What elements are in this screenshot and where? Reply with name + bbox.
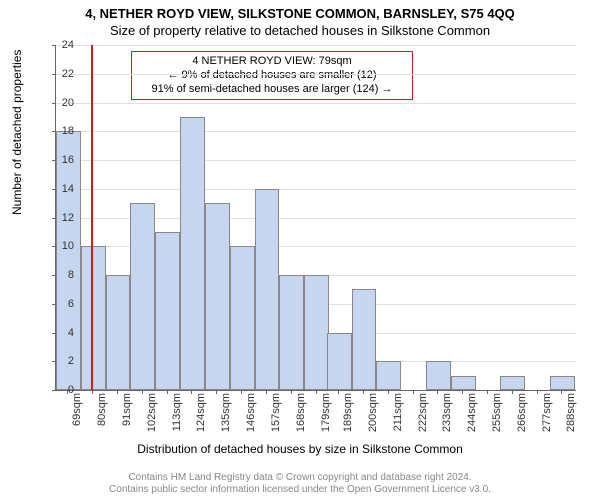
bar	[376, 361, 401, 390]
bar	[255, 189, 280, 390]
xtick-mark	[216, 390, 217, 394]
bar	[500, 376, 525, 390]
ytick-label: 2	[54, 355, 74, 367]
gridline	[56, 160, 576, 161]
plot-area: 4 NETHER ROYD VIEW: 79sqm ← 9% of detach…	[55, 45, 576, 391]
ytick-label: 24	[54, 39, 74, 51]
xtick-mark	[363, 390, 364, 394]
annotation-box: 4 NETHER ROYD VIEW: 79sqm ← 9% of detach…	[131, 51, 413, 100]
bar	[180, 117, 205, 390]
xtick-label: 266sqm	[516, 393, 528, 439]
xtick-label: 189sqm	[342, 393, 354, 439]
bar	[155, 232, 180, 390]
xtick-mark	[142, 390, 143, 394]
xtick-label: 157sqm	[270, 393, 282, 439]
ytick-label: 18	[54, 125, 74, 137]
xtick-mark	[316, 390, 317, 394]
bar	[550, 376, 575, 390]
y-axis-label: Number of detached properties	[10, 50, 24, 215]
xtick-label: 244sqm	[466, 393, 478, 439]
gridline	[56, 45, 576, 46]
ytick-label: 8	[54, 269, 74, 281]
xtick-label: 69sqm	[71, 393, 83, 439]
xtick-label: 222sqm	[417, 393, 429, 439]
xtick-label: 80sqm	[96, 393, 108, 439]
xtick-mark	[291, 390, 292, 394]
footer: Contains HM Land Registry data © Crown c…	[0, 472, 600, 496]
xtick-mark	[388, 390, 389, 394]
xtick-mark	[487, 390, 488, 394]
bar	[304, 275, 329, 390]
footer-line2: Contains public sector information licen…	[0, 484, 600, 496]
ytick-label: 20	[54, 97, 74, 109]
xtick-mark	[413, 390, 414, 394]
ytick-label: 4	[54, 327, 74, 339]
xtick-label: 211sqm	[392, 393, 404, 439]
bar	[279, 275, 304, 390]
annotation-line1: 4 NETHER ROYD VIEW: 79sqm	[138, 55, 406, 69]
xtick-mark	[437, 390, 438, 394]
bar	[130, 203, 155, 390]
bar	[327, 333, 352, 391]
bar	[81, 246, 106, 390]
annotation-line3: 91% of semi-detached houses are larger (…	[138, 83, 406, 97]
ytick-label: 22	[54, 68, 74, 80]
xtick-mark	[92, 390, 93, 394]
xtick-label: 200sqm	[367, 393, 379, 439]
ytick-label: 10	[54, 240, 74, 252]
xtick-label: 168sqm	[295, 393, 307, 439]
xtick-label: 179sqm	[320, 393, 332, 439]
gridline	[56, 189, 576, 190]
xtick-mark	[462, 390, 463, 394]
footer-line1: Contains HM Land Registry data © Crown c…	[0, 472, 600, 484]
xtick-mark	[191, 390, 192, 394]
ytick-label: 16	[54, 154, 74, 166]
chart-subtitle: Size of property relative to detached ho…	[0, 21, 600, 38]
x-axis-label: Distribution of detached houses by size …	[0, 442, 600, 456]
gridline	[56, 131, 576, 132]
xtick-label: 91sqm	[121, 393, 133, 439]
gridline	[56, 103, 576, 104]
xtick-label: 255sqm	[491, 393, 503, 439]
bar	[106, 275, 131, 390]
gridline	[56, 74, 576, 75]
xtick-label: 233sqm	[441, 393, 453, 439]
chart-container: 4, NETHER ROYD VIEW, SILKSTONE COMMON, B…	[0, 0, 600, 500]
xtick-label: 102sqm	[146, 393, 158, 439]
ytick-label: 6	[54, 298, 74, 310]
bar	[426, 361, 451, 390]
xtick-label: 288sqm	[565, 393, 577, 439]
xtick-mark	[67, 390, 68, 394]
xtick-mark	[537, 390, 538, 394]
xtick-mark	[338, 390, 339, 394]
bar	[56, 131, 81, 390]
xtick-mark	[241, 390, 242, 394]
bar	[230, 246, 255, 390]
bar	[352, 289, 377, 390]
xtick-mark	[512, 390, 513, 394]
annotation-line2: ← 9% of detached houses are smaller (12)	[138, 69, 406, 83]
xtick-mark	[266, 390, 267, 394]
marker-line	[91, 45, 93, 390]
xtick-mark	[561, 390, 562, 394]
ytick-label: 12	[54, 212, 74, 224]
bar	[205, 203, 230, 390]
xtick-label: 135sqm	[220, 393, 232, 439]
xtick-mark	[117, 390, 118, 394]
ytick-label: 14	[54, 183, 74, 195]
xtick-label: 277sqm	[541, 393, 553, 439]
chart-title: 4, NETHER ROYD VIEW, SILKSTONE COMMON, B…	[0, 0, 600, 21]
xtick-label: 113sqm	[171, 393, 183, 439]
xtick-mark	[167, 390, 168, 394]
xtick-label: 124sqm	[195, 393, 207, 439]
bar	[451, 376, 476, 390]
xtick-label: 146sqm	[245, 393, 257, 439]
